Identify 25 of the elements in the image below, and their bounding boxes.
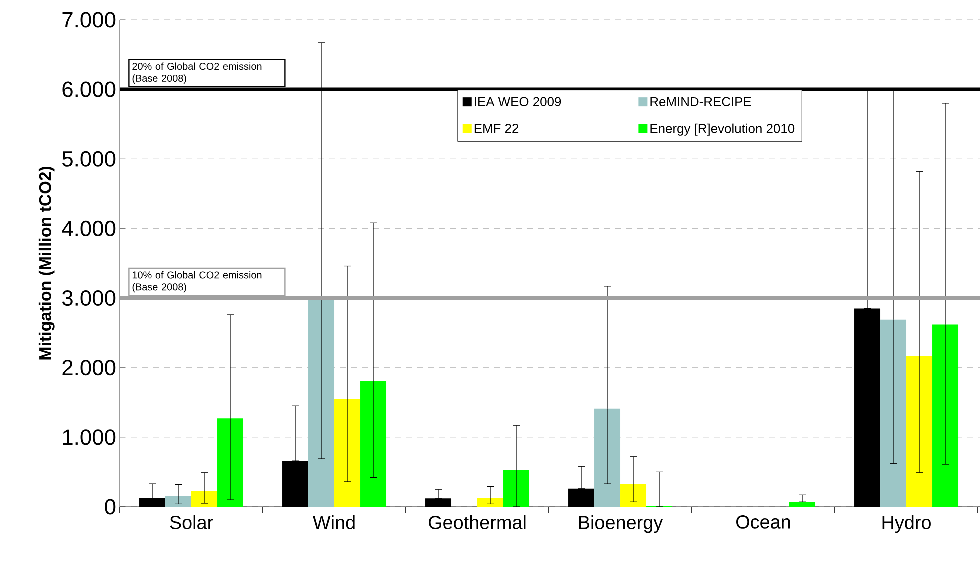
y-tick-label: 2.000	[62, 360, 116, 376]
x-tick-label: Hydro	[882, 516, 931, 534]
ref-line-label: 20% of Global CO2 emission (Base 2008)	[132, 62, 262, 84]
ref-line-label: 10% of Global CO2 emission (Base 2008)	[132, 271, 262, 293]
legend-label: Energy [R]evolution 2010	[650, 124, 795, 136]
y-tick-label: 4.000	[62, 220, 116, 236]
x-tick-label: Bioenergy	[579, 516, 664, 534]
y-tick-label: 1.000	[63, 430, 116, 446]
x-tick-label: Wind	[313, 516, 355, 530]
bar	[478, 498, 504, 507]
y-tick-label: 3.000	[62, 290, 116, 306]
y-axis-title: Mitigation (Million tCO2)	[38, 166, 55, 360]
x-tick-label: Solar	[170, 516, 214, 530]
bar	[192, 490, 218, 507]
x-tick-label: Ocean	[736, 516, 790, 529]
y-tick-label: 0	[105, 499, 116, 515]
y-tick-label: 6.000	[62, 82, 116, 98]
bar	[166, 496, 192, 507]
y-tick-label: 7.000	[62, 12, 116, 28]
legend-label: IEA WEO 2009	[475, 97, 562, 106]
legend-label: EMF 22	[474, 124, 519, 134]
legend-label: ReMIND-RECIPE	[650, 97, 752, 106]
bar	[790, 502, 816, 507]
y-tick-label: 5.000	[62, 151, 116, 167]
x-tick-label: Geothermal	[429, 516, 526, 530]
